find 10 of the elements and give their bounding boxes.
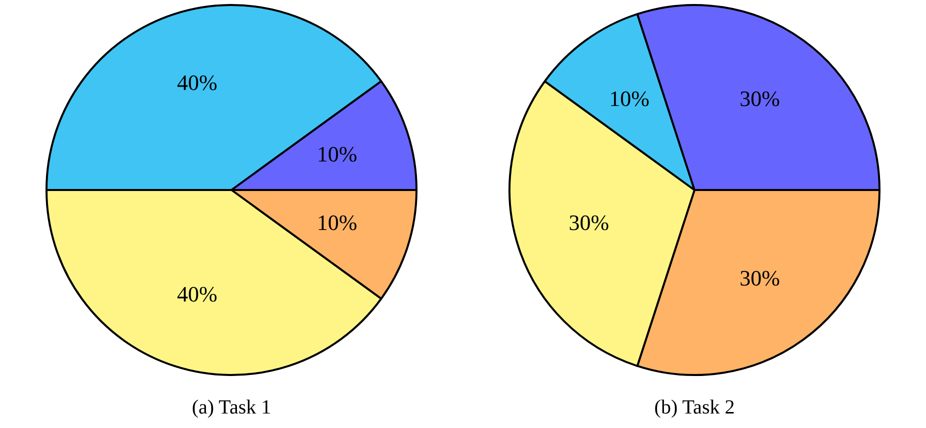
data-label: 30%: [740, 86, 780, 111]
data-label: 40%: [177, 70, 218, 96]
data-label: 10%: [316, 210, 358, 236]
data-label: 30%: [568, 210, 610, 236]
text: (b) Task 2: [654, 396, 735, 418]
text: (a) Task 1: [192, 396, 272, 418]
data-label: 40%: [177, 281, 218, 306]
data-label: 10%: [609, 86, 650, 111]
data-label: 30%: [740, 266, 780, 291]
data-label: 10%: [316, 141, 358, 166]
